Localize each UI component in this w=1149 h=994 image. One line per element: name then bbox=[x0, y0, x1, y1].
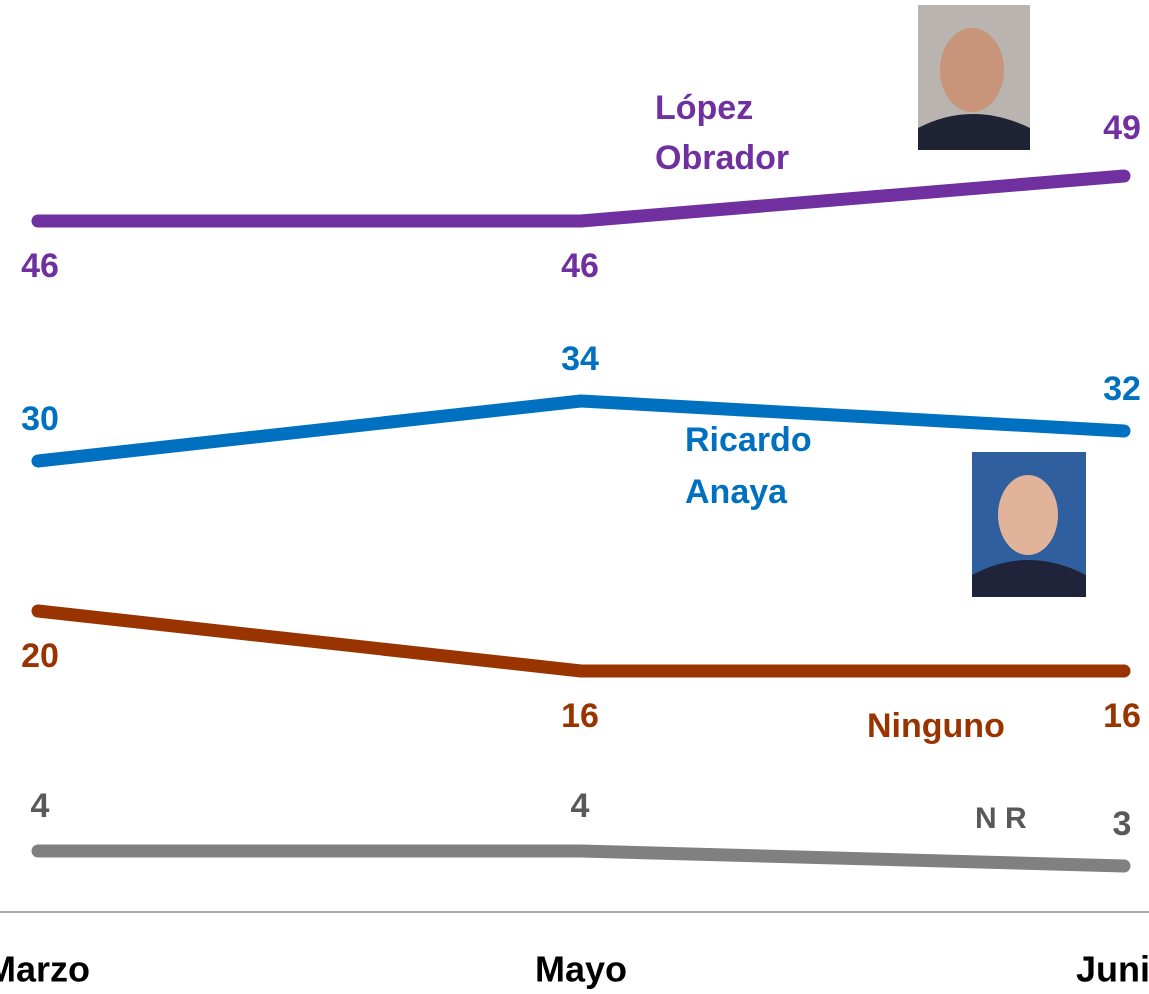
series-name: López Obrador bbox=[655, 89, 789, 177]
data-label: 16 bbox=[1103, 697, 1141, 735]
series-line bbox=[31, 844, 1131, 873]
data-label: 4 bbox=[31, 787, 50, 825]
data-label: 49 bbox=[1103, 109, 1141, 147]
photo-lopez-obrador bbox=[918, 5, 1030, 150]
data-label: 32 bbox=[1103, 370, 1141, 408]
data-label: 20 bbox=[21, 637, 59, 675]
photo-ricardo-anaya bbox=[972, 452, 1086, 597]
data-label: 4 bbox=[571, 787, 590, 825]
series-name-line: Anaya bbox=[685, 473, 788, 511]
data-label: 3 bbox=[1113, 805, 1132, 843]
x-tick-label: Mayo bbox=[535, 949, 627, 990]
data-label: 46 bbox=[561, 247, 599, 285]
data-label: 16 bbox=[561, 697, 599, 735]
x-tick-label: Junio bbox=[1076, 949, 1149, 990]
x-tick-label: Marzo bbox=[0, 949, 90, 990]
series-name: Ricardo Anaya bbox=[685, 421, 812, 511]
series-line bbox=[31, 169, 1131, 228]
series-line bbox=[31, 394, 1131, 468]
series-name-line: Obrador bbox=[655, 139, 789, 177]
data-label: 30 bbox=[21, 400, 59, 438]
series-name: N R bbox=[975, 802, 1027, 835]
data-label: 46 bbox=[21, 247, 59, 285]
series-line bbox=[31, 604, 1131, 678]
series-name-line: Ricardo bbox=[685, 421, 812, 459]
data-label: 34 bbox=[561, 340, 599, 378]
series-name: Ninguno bbox=[867, 707, 1005, 745]
series-name-line: López bbox=[655, 89, 753, 127]
